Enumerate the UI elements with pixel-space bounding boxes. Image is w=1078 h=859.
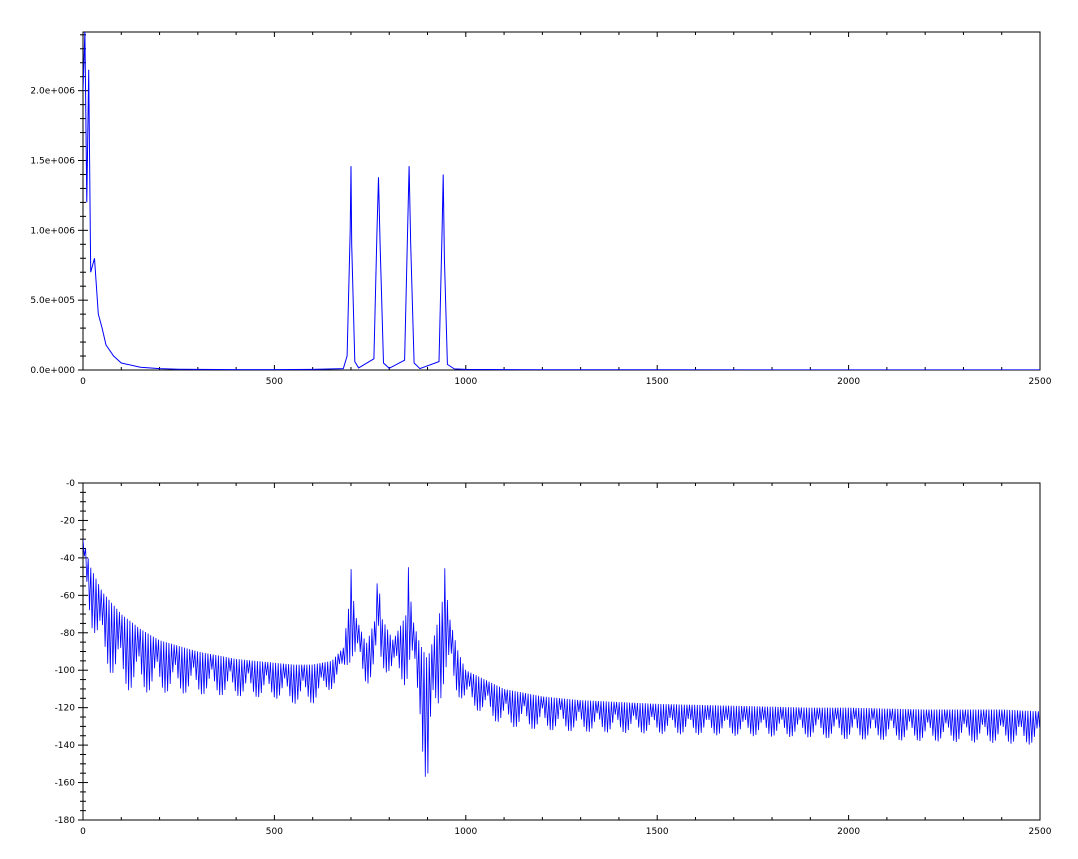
x-tick-label: 2000 [837, 827, 860, 837]
plot-frame [82, 31, 1041, 371]
y-tick-label: -100 [55, 666, 76, 676]
plot-frame [82, 482, 1041, 821]
x-tick-label: 2500 [1029, 377, 1052, 387]
y-tick-label: 5.0e+005 [30, 296, 75, 306]
y-tick-label: -80 [60, 629, 75, 639]
x-tick-label: 1000 [454, 827, 477, 837]
x-tick-label: 500 [266, 377, 283, 387]
y-tick-label: -140 [55, 741, 76, 751]
series-line [83, 539, 1040, 777]
y-tick-label: -60 [60, 591, 75, 601]
x-tick-label: 1500 [646, 377, 669, 387]
y-tick-label: -120 [55, 704, 76, 714]
x-tick-label: 0 [80, 377, 86, 387]
y-tick-label: -20 [60, 516, 75, 526]
y-tick-label: 2.0e+006 [30, 87, 75, 97]
y-tick-label: -40 [60, 554, 75, 564]
y-tick-label: 1.5e+006 [30, 156, 75, 166]
magnitude-db-chart: 0 500 1000 1500 2000 2500 -0 -20 -40 -60 -80 -100 -1… [55, 479, 1052, 837]
x-tick-label: 1500 [646, 827, 669, 837]
magnitude-linear-chart: 0 500 1000 1500 2000 2500 0.0e+000 5.0e+005 1.0e… [30, 31, 1052, 387]
y-tick-label: 1.0e+006 [30, 226, 75, 236]
x-tick-label: 2000 [837, 377, 860, 387]
x-tick-label: 1000 [454, 377, 477, 387]
x-tick-label: 500 [266, 827, 283, 837]
x-tick-label: 0 [80, 827, 86, 837]
y-tick-label: 0.0e+000 [30, 366, 75, 376]
series-line [83, 32, 1040, 370]
x-tick-label: 2500 [1029, 827, 1052, 837]
y-tick-label: -0 [66, 479, 75, 489]
y-tick-label: -160 [55, 779, 76, 789]
y-tick-label: -180 [55, 816, 76, 826]
